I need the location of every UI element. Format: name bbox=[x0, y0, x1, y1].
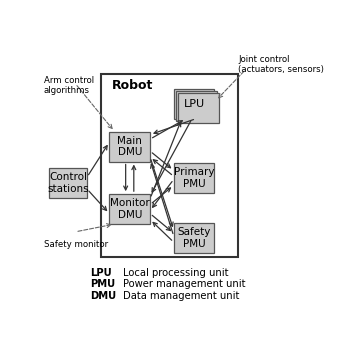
Bar bbox=[49, 168, 87, 198]
Bar bbox=[174, 89, 215, 119]
Text: Safety
PMU: Safety PMU bbox=[177, 227, 211, 248]
Text: Main
DMU: Main DMU bbox=[117, 136, 142, 158]
Text: Arm control
algorithms: Arm control algorithms bbox=[44, 76, 94, 95]
Bar bbox=[176, 91, 217, 121]
Text: Control
stations: Control stations bbox=[47, 172, 89, 194]
Text: LPU: LPU bbox=[89, 268, 111, 278]
Text: Monitor
DMU: Monitor DMU bbox=[110, 198, 149, 220]
Text: Data management unit: Data management unit bbox=[122, 291, 239, 301]
Text: Joint control
(actuators, sensors): Joint control (actuators, sensors) bbox=[238, 55, 324, 74]
Bar bbox=[174, 223, 215, 253]
Bar bbox=[174, 163, 215, 193]
Bar bbox=[109, 194, 150, 224]
Bar bbox=[101, 74, 238, 257]
Text: Power management unit: Power management unit bbox=[122, 280, 245, 289]
Text: Robot: Robot bbox=[112, 79, 153, 92]
Text: LPU: LPU bbox=[183, 99, 205, 109]
Text: Primary
PMU: Primary PMU bbox=[174, 167, 214, 189]
Text: Safety monitor: Safety monitor bbox=[44, 240, 108, 249]
Bar bbox=[178, 93, 219, 123]
Text: DMU: DMU bbox=[89, 291, 116, 301]
Text: PMU: PMU bbox=[89, 280, 115, 289]
Bar bbox=[109, 131, 150, 162]
Text: Local processing unit: Local processing unit bbox=[122, 268, 228, 278]
